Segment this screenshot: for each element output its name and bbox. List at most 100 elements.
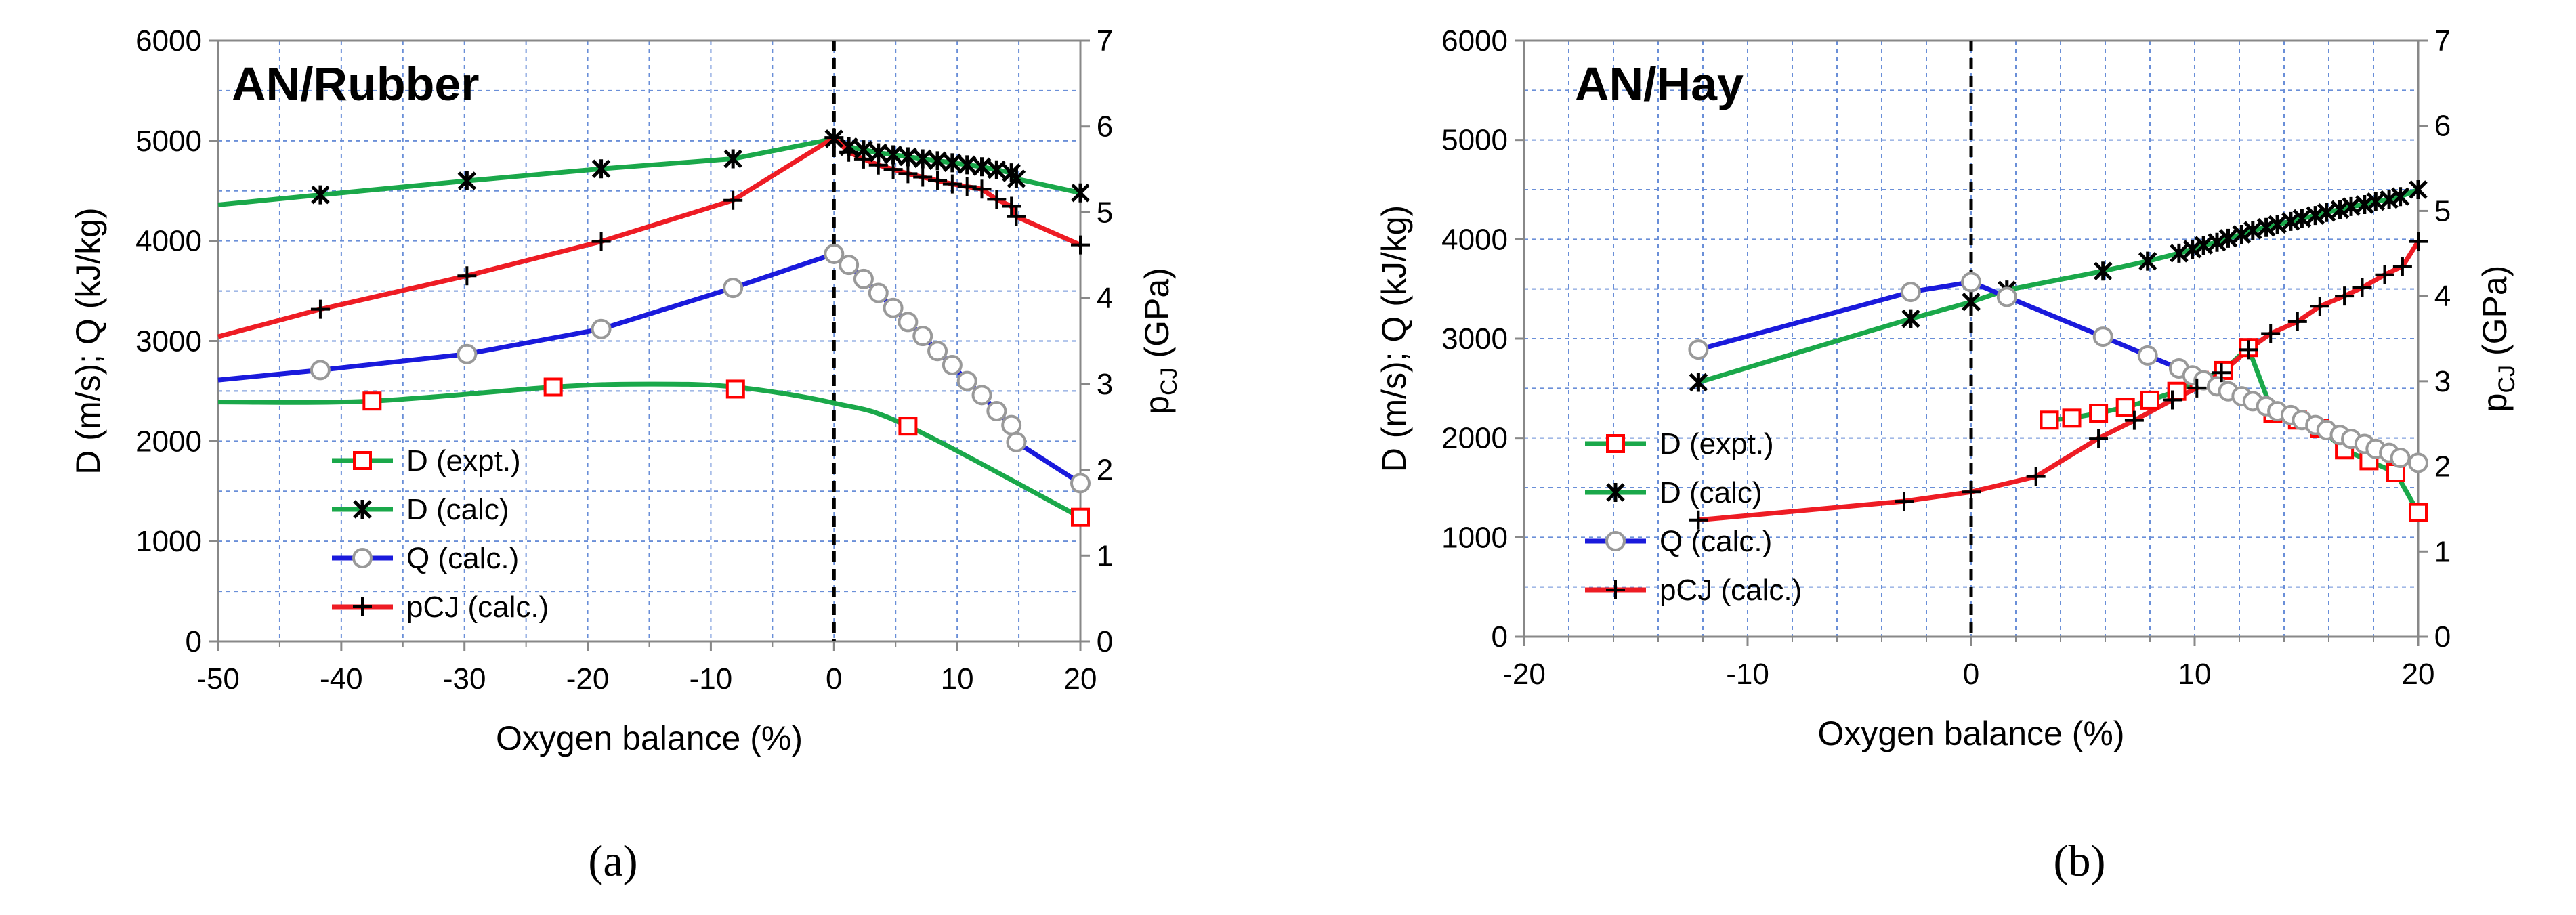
data-point (1895, 492, 1914, 511)
series-line-q-calc- (1697, 279, 2419, 465)
legend-label: D (calc) (1660, 476, 1762, 509)
legend-label: pCJ (calc.) (406, 591, 549, 624)
data-point (839, 255, 860, 276)
data-point (1006, 431, 1027, 452)
data-point (1071, 183, 1090, 203)
chart-panel-a: -50 -40 -30 -20 -10 0 10 2001000200030004000500… (69, 24, 1182, 886)
x-tick-label: 0 (826, 662, 842, 696)
data-point (2212, 363, 2231, 383)
y2-tick-label: 1 (2434, 535, 2451, 568)
legend-swatch-marker (1606, 434, 1625, 453)
y2-tick-label: 3 (1097, 368, 1113, 401)
data-point (1689, 510, 1708, 530)
data-point (723, 278, 744, 299)
data-point (972, 179, 992, 199)
data-point (2170, 243, 2189, 263)
y-tick-label: 2000 (135, 425, 202, 458)
data-point (1070, 473, 1091, 494)
data-point (310, 299, 330, 319)
data-point (898, 312, 919, 333)
x-tick-label: -30 (443, 662, 486, 696)
y2-axis-title: pCJ (GPa) (2476, 265, 2520, 412)
data-point (457, 266, 477, 286)
data-point (2124, 410, 2144, 430)
legend-swatch-marker (1605, 531, 1626, 551)
y2-axis-title-main: p (2476, 393, 2514, 412)
data-point (898, 147, 918, 167)
data-point (1007, 207, 1026, 226)
y-tick-label: 3000 (1441, 322, 1508, 356)
markers-pcj-calc- (1689, 232, 2428, 530)
legend-label: Q (calc.) (406, 542, 519, 575)
data-point (591, 318, 612, 339)
x-tick-label: -10 (690, 662, 733, 696)
data-point (2214, 360, 2233, 380)
legend-label: D (expt.) (1660, 427, 1774, 461)
chart-panel-b: -20 -10 0 10 20 0 1000 2000 3000 4000 5000 6000 0 1 2 3… (1375, 24, 2520, 886)
y2-tick-label: 1 (1097, 539, 1113, 572)
data-point (1007, 169, 1026, 189)
data-point (986, 400, 1007, 421)
y2-tick-label: 6 (2434, 110, 2451, 143)
y-tick-label: 6000 (1441, 24, 1508, 58)
legend-swatch-marker (1606, 580, 1625, 599)
x-axis-title: Oxygen balance (%) (496, 719, 803, 757)
data-point (942, 174, 962, 194)
data-point (362, 391, 382, 411)
y2-tick-label: 3 (2434, 365, 2451, 398)
legend-swatch-marker (353, 451, 372, 470)
y2-tick-label: 2 (2434, 450, 2451, 484)
data-point (2352, 278, 2372, 297)
y2-tick-label: 4 (2434, 280, 2451, 313)
legend-swatch-marker (1606, 483, 1625, 502)
legend-swatch-marker (353, 500, 372, 519)
data-point (853, 149, 873, 169)
y-tick-label: 0 (186, 625, 202, 658)
legend: D (expt.) D (calc) Q (calc.) pCJ (calc.) (1585, 427, 1802, 607)
data-point (723, 190, 743, 210)
data-point (591, 159, 611, 179)
data-point (2409, 180, 2428, 199)
data-point (2317, 203, 2336, 222)
data-point (2335, 286, 2355, 306)
data-point (853, 268, 874, 289)
panel-title: AN/Rubber (232, 58, 480, 110)
data-point (2115, 398, 2135, 417)
data-point (2218, 228, 2238, 248)
data-point (1071, 235, 1090, 255)
data-point (2355, 195, 2374, 214)
y2-tick-label: 0 (2434, 620, 2451, 654)
data-point (2026, 467, 2046, 486)
data-point (1688, 339, 1709, 360)
grid (1524, 41, 2418, 637)
data-point (2140, 390, 2159, 410)
y-tick-label: 4000 (135, 225, 202, 258)
panel-caption: (b) (2054, 836, 2106, 886)
x-tick-label: -20 (1502, 658, 1546, 691)
data-point (2375, 265, 2394, 284)
data-point (310, 360, 331, 381)
data-point (2182, 240, 2202, 259)
data-point (824, 243, 845, 264)
x-tick-label: 10 (2178, 658, 2212, 691)
data-point (2380, 190, 2399, 209)
y2-tick-label: 5 (1097, 196, 1113, 229)
y-tick-label: 1000 (1441, 521, 1508, 554)
y-tick-label: 4000 (1441, 223, 1508, 256)
y2-tick-label: 5 (2434, 194, 2451, 228)
markers-d-calc- (1689, 180, 2428, 392)
x-tick-label: 20 (2402, 658, 2435, 691)
data-point (1962, 292, 1981, 312)
y2-axis-title-sub: CJ (2494, 365, 2520, 393)
data-point (913, 149, 932, 169)
x-tick-label: -40 (320, 662, 363, 696)
series-line-pcj-calc- (1698, 240, 2420, 523)
data-point (913, 167, 933, 187)
legend-label: D (expt.) (406, 444, 521, 477)
y2-tick-label: 7 (1097, 24, 1113, 58)
markers-q-calc- (1688, 272, 2428, 473)
data-point (2208, 232, 2226, 252)
y-tick-label: 5000 (1441, 124, 1508, 157)
x-tick-label: 0 (1963, 658, 1979, 691)
